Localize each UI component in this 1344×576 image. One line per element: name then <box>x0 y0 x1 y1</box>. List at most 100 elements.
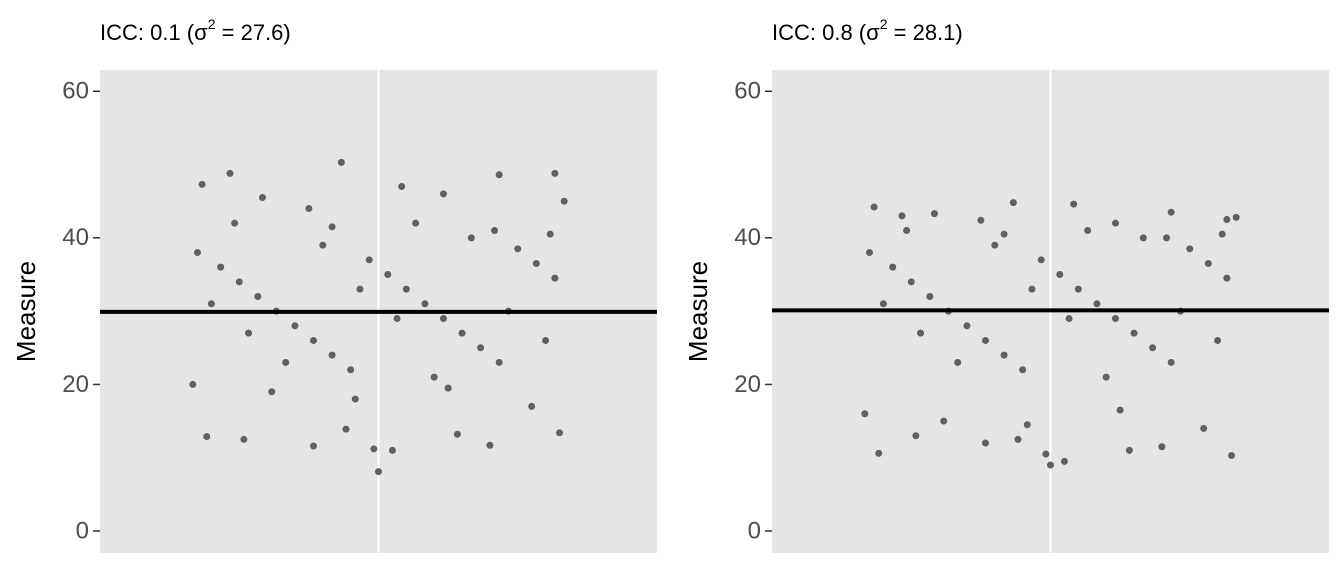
point <box>1056 270 1064 278</box>
point <box>1000 230 1008 238</box>
point <box>1139 234 1147 242</box>
point <box>551 274 559 282</box>
point <box>282 358 290 366</box>
point <box>198 180 206 188</box>
point <box>1111 314 1119 322</box>
y-axis-label: Measure <box>11 261 41 362</box>
point <box>912 432 920 440</box>
point <box>898 212 906 220</box>
point <box>1014 435 1022 443</box>
point <box>556 429 564 437</box>
point <box>347 366 355 374</box>
point <box>1074 285 1082 293</box>
y-tick-label: 40 <box>62 224 89 251</box>
point <box>1158 443 1166 451</box>
point <box>291 322 299 330</box>
panel-title: ICC: 0.1 (σ2 = 27.6) <box>100 16 291 45</box>
point <box>542 336 550 344</box>
point <box>977 216 985 224</box>
point <box>328 223 336 231</box>
point <box>982 439 990 447</box>
y-tick-label: 20 <box>62 371 89 398</box>
point <box>926 292 934 300</box>
point <box>1186 245 1194 253</box>
point <box>514 245 522 253</box>
point <box>1065 314 1073 322</box>
point <box>560 197 568 205</box>
point <box>439 314 447 322</box>
point <box>439 190 447 198</box>
point <box>532 259 540 267</box>
point <box>467 234 475 242</box>
point <box>235 278 243 286</box>
point <box>930 210 938 218</box>
point <box>388 446 396 454</box>
point <box>982 336 990 344</box>
point <box>310 336 318 344</box>
point <box>477 344 485 352</box>
y-tick-label: 40 <box>734 224 761 251</box>
y-tick-label: 60 <box>62 78 89 105</box>
point <box>1028 285 1036 293</box>
y-axis-label: Measure <box>683 261 713 362</box>
point <box>384 270 392 278</box>
point <box>991 241 999 249</box>
point <box>495 171 503 179</box>
title-text: ICC: 0.8 (σ <box>772 20 880 45</box>
point <box>1116 406 1124 414</box>
point <box>1232 213 1240 221</box>
point <box>870 203 878 211</box>
point <box>495 358 503 366</box>
point <box>421 300 429 308</box>
point <box>305 205 313 213</box>
point <box>861 410 869 418</box>
point <box>310 442 318 450</box>
point <box>351 395 359 403</box>
point <box>1223 216 1231 224</box>
point <box>393 314 401 322</box>
point <box>245 329 253 337</box>
point <box>865 248 873 256</box>
point <box>365 256 373 264</box>
point <box>337 158 345 166</box>
point <box>1019 366 1027 374</box>
point <box>546 230 554 238</box>
point <box>444 384 452 392</box>
point <box>491 227 499 235</box>
y-tick-label: 60 <box>734 78 761 105</box>
point <box>1009 199 1017 207</box>
point <box>889 263 897 271</box>
point <box>1167 208 1175 216</box>
point <box>254 292 262 300</box>
point <box>1218 230 1226 238</box>
point <box>486 441 494 449</box>
point <box>217 263 225 271</box>
point <box>1047 461 1054 469</box>
point <box>328 351 336 359</box>
point <box>954 358 962 366</box>
title-text: ICC: 0.1 (σ <box>100 20 208 45</box>
y-tick-label: 20 <box>734 371 761 398</box>
point <box>1023 421 1031 429</box>
point <box>1200 424 1208 432</box>
point <box>1167 358 1175 366</box>
point <box>412 219 420 227</box>
point <box>907 278 915 286</box>
point <box>903 227 911 235</box>
point <box>963 322 971 330</box>
point <box>268 388 276 396</box>
point <box>1060 457 1068 465</box>
title-superscript: 2 <box>880 16 888 32</box>
point <box>370 445 378 453</box>
point <box>1223 274 1231 282</box>
point <box>207 300 215 308</box>
point <box>240 435 248 443</box>
panel: 0 20 40 60 Measure ICC: 0.1 (σ2 = 27.6) <box>11 16 657 553</box>
point <box>453 430 461 438</box>
point <box>356 285 364 293</box>
point <box>1102 373 1110 381</box>
title-text: = 28.1) <box>888 20 963 45</box>
title-text: = 27.6) <box>216 20 291 45</box>
point <box>1111 219 1119 227</box>
